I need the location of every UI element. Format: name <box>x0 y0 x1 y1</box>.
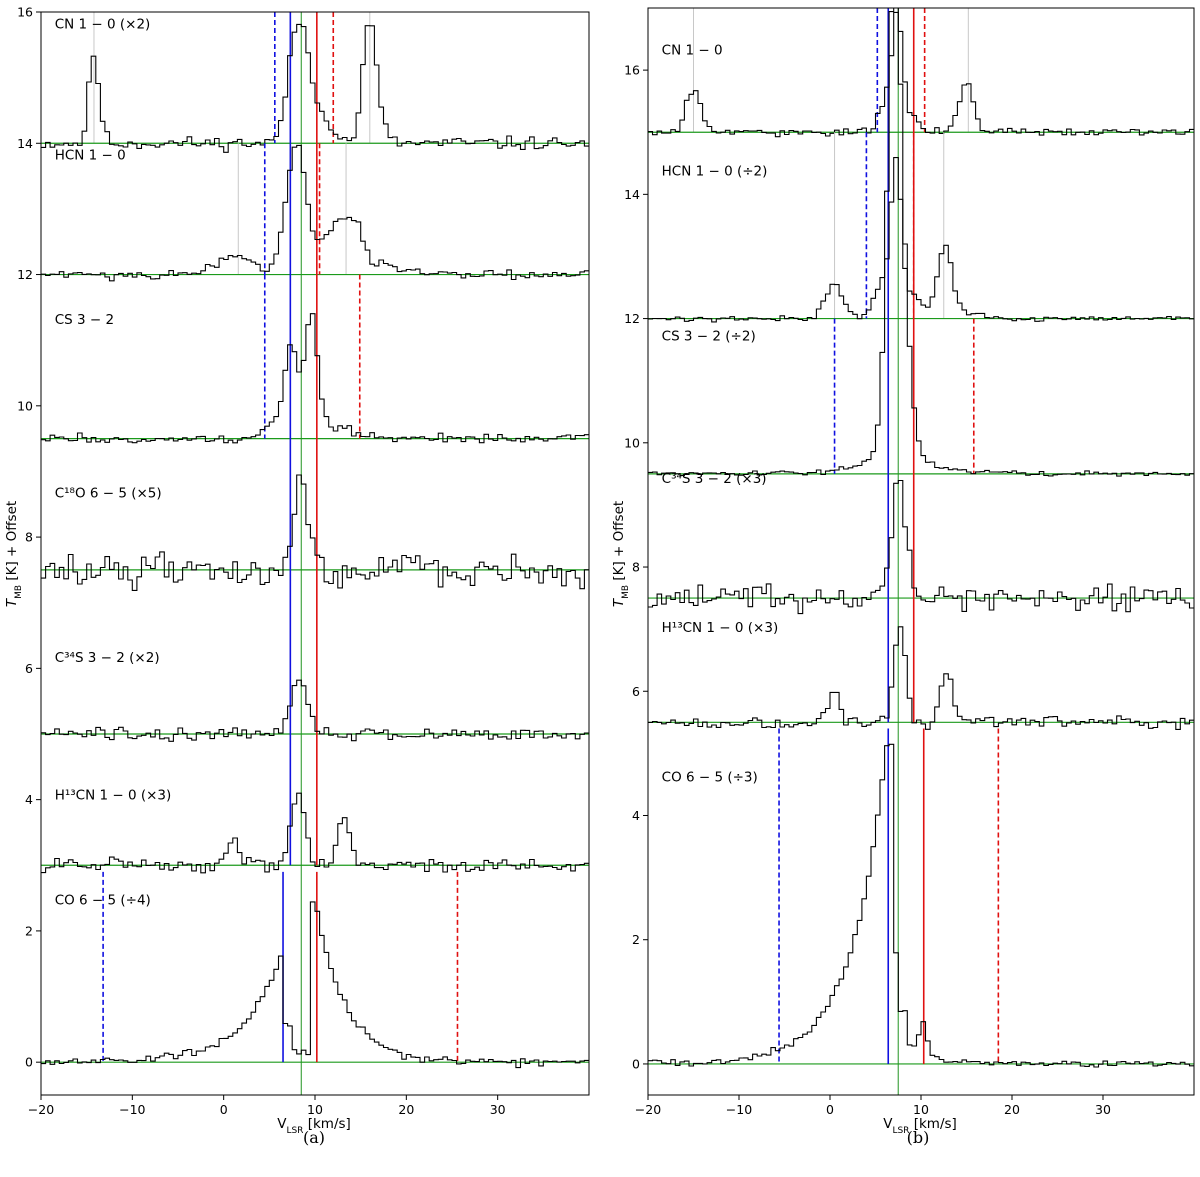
line-label: CS 3 − 2 <box>55 312 114 328</box>
x-tick-label: 20 <box>1004 1102 1020 1117</box>
y-tick-label: 8 <box>632 560 640 575</box>
plot-area-a <box>41 12 589 1095</box>
y-tick-label: 6 <box>25 661 33 676</box>
spectrum-line <box>648 479 1194 615</box>
y-tick-label: 12 <box>17 267 33 282</box>
y-tick-label: 2 <box>632 932 640 947</box>
spectrum-line <box>648 8 1194 477</box>
series-3 <box>648 473 1194 615</box>
y-tick-label: 0 <box>25 1055 33 1070</box>
x-tick-label: 20 <box>398 1102 414 1117</box>
series-1 <box>41 143 589 282</box>
x-tick-label: 30 <box>490 1102 506 1117</box>
spectrum-line <box>41 792 589 874</box>
line-label: CN 1 − 0 (×2) <box>55 16 151 32</box>
x-tick-label: −20 <box>28 1102 54 1117</box>
series-0 <box>41 12 589 153</box>
x-tick-label: 10 <box>307 1102 323 1117</box>
y-tick-label: 0 <box>632 1056 640 1071</box>
spectrum-line <box>41 23 589 153</box>
line-label: CO 6 − 5 (÷4) <box>55 893 151 909</box>
series-0 <box>648 8 1194 138</box>
x-tick-label: −10 <box>119 1102 145 1117</box>
x-tick-label: −10 <box>726 1102 752 1117</box>
x-tick-label: 0 <box>826 1102 834 1117</box>
series-2 <box>648 8 1194 477</box>
y-tick-label: 14 <box>17 136 33 151</box>
line-label: CS 3 − 2 (÷2) <box>662 328 756 344</box>
line-label: H¹³CN 1 − 0 (×3) <box>55 788 172 804</box>
y-tick-label: 10 <box>624 435 640 450</box>
x-tick-label: −20 <box>635 1102 661 1117</box>
line-label: HCN 1 − 0 <box>55 148 126 164</box>
y-axis-label-a: TMB [K] + Offset <box>4 501 24 607</box>
spectrum-line <box>41 474 589 591</box>
plot-area-b <box>648 8 1194 1095</box>
y-tick-label: 2 <box>25 923 33 938</box>
y-tick-label: 8 <box>25 530 33 545</box>
line-label: CO 6 − 5 (÷3) <box>662 769 758 785</box>
y-tick-label: 12 <box>624 311 640 326</box>
series-5 <box>648 728 1194 1068</box>
x-tick-label: 30 <box>1095 1102 1111 1117</box>
series-3 <box>41 438 589 591</box>
y-tick-label: 14 <box>624 187 640 202</box>
y-tick-label: 6 <box>632 684 640 699</box>
spectrum-line <box>41 144 589 282</box>
line-label: HCN 1 − 0 (÷2) <box>662 164 768 180</box>
caption-b: (b) <box>907 1128 930 1147</box>
spectrum-line <box>41 679 589 742</box>
line-label: C³⁴S 3 − 2 (×3) <box>662 471 767 487</box>
panel-b: CN 1 − 0 HCN 1 − 0 (÷2) CS 3 − 2 (÷2) C³⁴S … <box>624 7 1195 1117</box>
y-tick-label: 4 <box>632 808 640 823</box>
line-label: C¹⁸O 6 − 5 (×5) <box>55 486 162 502</box>
series-1 <box>648 132 1194 323</box>
spectrum-line <box>648 626 1194 730</box>
series-4 <box>648 598 1194 730</box>
y-axis-label-b: TMB [K] + Offset <box>611 501 631 607</box>
series-2 <box>41 274 589 444</box>
y-tick-label: 10 <box>17 398 33 413</box>
series-6 <box>41 871 589 1069</box>
spectrum-line <box>41 313 589 444</box>
spectrum-line <box>648 743 1194 1068</box>
y-tick-label: 4 <box>25 792 33 807</box>
x-tick-label: 10 <box>913 1102 929 1117</box>
y-tick-label: 16 <box>17 5 33 20</box>
line-label: C³⁴S 3 − 2 (×2) <box>55 650 160 666</box>
spectrum-line <box>41 901 589 1069</box>
spectrum-line <box>648 11 1194 138</box>
x-axis-label-a: VLSR [km/s] <box>277 1116 351 1136</box>
y-tick-label: 16 <box>624 63 640 78</box>
panel-a: CN 1 − 0 (×2) HCN 1 − 0 CS 3 − 2 C¹⁸O 6 − 5… <box>17 5 590 1117</box>
series-4 <box>41 569 589 742</box>
line-label: CN 1 − 0 <box>662 43 723 59</box>
caption-a: (a) <box>303 1128 325 1147</box>
x-tick-label: 0 <box>220 1102 228 1117</box>
spectrum-line <box>648 157 1194 323</box>
x-axis-label-b: VLSR [km/s] <box>883 1116 957 1136</box>
line-label: H¹³CN 1 − 0 (×3) <box>662 620 779 636</box>
series-5 <box>41 734 589 874</box>
